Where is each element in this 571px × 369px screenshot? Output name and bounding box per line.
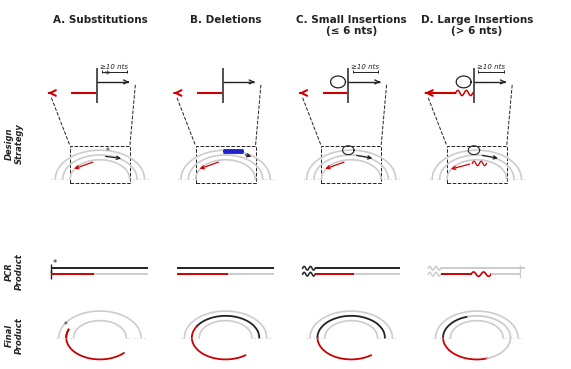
Text: PCR
Product: PCR Product [5,253,24,290]
Text: D. Large Insertions
(> 6 nts): D. Large Insertions (> 6 nts) [421,15,533,37]
Text: ≥10 nts: ≥10 nts [351,64,380,70]
Text: ≥10 nts: ≥10 nts [477,64,505,70]
Text: C. Small Insertions
(≤ 6 nts): C. Small Insertions (≤ 6 nts) [296,15,407,37]
Text: *: * [53,259,57,268]
Text: *: * [64,321,68,330]
Bar [321,146,381,183]
Text: ≥10 nts: ≥10 nts [100,64,128,70]
Bar [70,146,130,183]
Text: *: * [105,70,110,80]
Text: B. Deletions: B. Deletions [190,15,262,25]
Bar [447,146,507,183]
Text: Design
Strategy: Design Strategy [5,124,24,164]
Text: Final
Product: Final Product [5,317,24,354]
Text: A. Substitutions: A. Substitutions [53,15,147,25]
Bar [195,146,256,183]
Text: *: * [106,147,110,156]
